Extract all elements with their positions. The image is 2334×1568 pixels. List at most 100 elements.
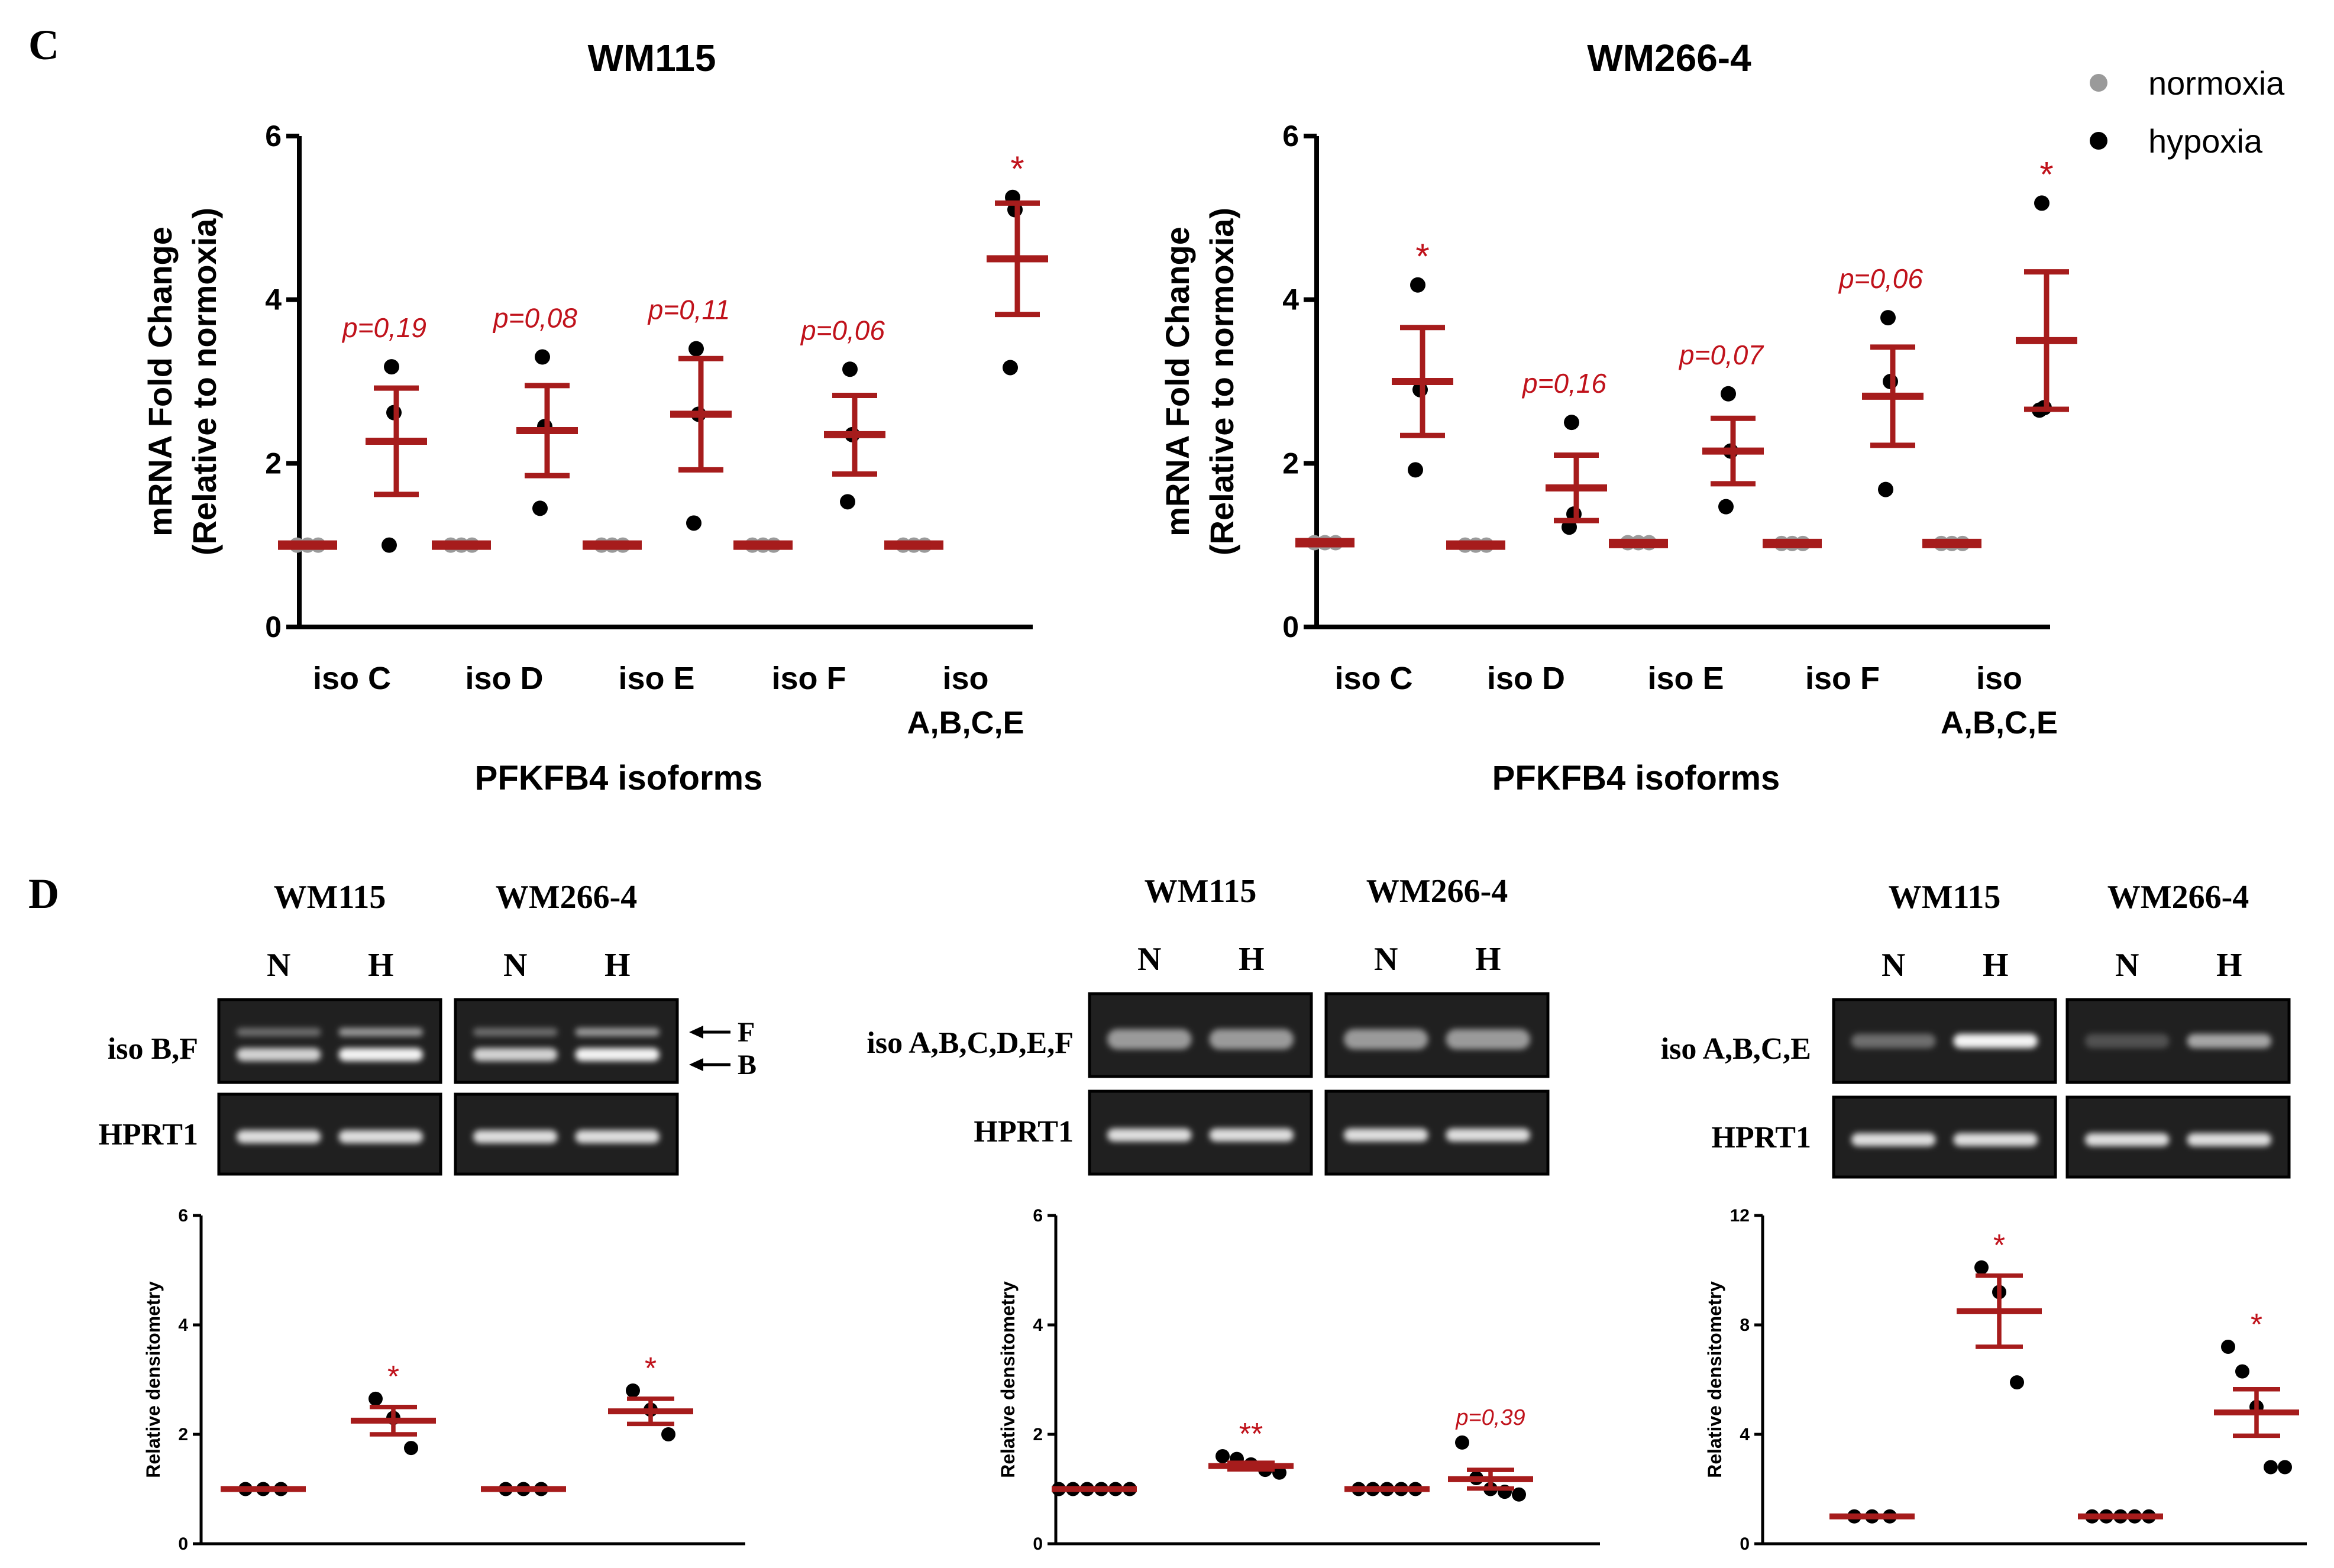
legend-hypoxia-label: hypoxia: [2148, 122, 2263, 160]
gel-band: [473, 1028, 558, 1036]
significance-star: **: [1239, 1417, 1263, 1451]
gel-band: [2085, 1034, 2170, 1048]
y-tick-label: 6: [1033, 1206, 1043, 1226]
y-tick-label: 0: [1740, 1534, 1750, 1554]
gel-band: [1344, 1129, 1428, 1142]
data-point: [1974, 1260, 1989, 1275]
hypoxia-point: [384, 359, 399, 375]
lane-label: N: [1137, 941, 1161, 978]
y-tick-label: 0: [265, 610, 282, 644]
hypoxia-point: [1564, 415, 1579, 431]
hypoxia-point: [1408, 462, 1423, 478]
y-tick-label: 2: [1033, 1425, 1043, 1444]
cell-line-label: WM115: [274, 879, 386, 916]
p-value-label: p=0,07: [1678, 340, 1764, 370]
gel-band: [1107, 1129, 1192, 1142]
gel-row-label: iso B,F: [108, 1032, 198, 1066]
y-axis-label: Relative densitometry: [997, 1281, 1019, 1478]
gel-band: [575, 1028, 660, 1036]
data-point: [404, 1441, 418, 1456]
gel-band: [237, 1028, 321, 1036]
gel-band: [2187, 1133, 2271, 1146]
gel-band: [2085, 1133, 2170, 1146]
hypoxia-point: [2034, 195, 2049, 211]
y-tick-label: 2: [265, 447, 282, 480]
x-tick-label: iso E: [618, 661, 694, 696]
cell-line-label: WM115: [1145, 873, 1257, 910]
band-label: F: [738, 1017, 755, 1048]
hypoxia-point: [382, 537, 397, 553]
y-axis-label: (Relative to normoxia): [1203, 208, 1240, 555]
gel-row-label: HPRT1: [98, 1118, 198, 1152]
data-point: [2221, 1340, 2235, 1354]
p-value-label: p=0,06: [800, 315, 885, 345]
y-tick-label: 8: [1740, 1315, 1750, 1335]
significance-star: *: [1993, 1228, 2005, 1263]
y-tick-label: 2: [178, 1425, 188, 1444]
y-axis-label: mRNA Fold Change: [1159, 227, 1196, 536]
hypoxia-point: [688, 341, 704, 357]
gel-band: [575, 1048, 660, 1061]
y-tick-label: 2: [1282, 447, 1299, 480]
gel-box: [217, 998, 442, 1084]
lane-label: N: [503, 947, 527, 984]
significance-star: *: [1415, 237, 1429, 276]
band-label: B: [738, 1049, 757, 1081]
p-value-label: p=0,08: [492, 303, 577, 334]
data-point: [2235, 1364, 2249, 1379]
y-tick-label: 4: [178, 1315, 188, 1335]
y-tick-label: 4: [265, 283, 282, 316]
gel-band: [1107, 1029, 1192, 1049]
chart-d1: 0 2 4 6 Relative densitometry * *: [143, 1206, 745, 1554]
cell-line-label: WM266-4: [496, 879, 638, 916]
x-axis-label: PFKFB4 isoforms: [475, 759, 763, 797]
p-value-label: p=0,06: [1838, 263, 1923, 294]
y-axis-label: Relative densitometry: [1704, 1281, 1725, 1478]
y-axis-label: mRNA Fold Change: [141, 227, 179, 536]
hypoxia-point: [1003, 360, 1018, 376]
p-value-label: p=0,16: [1521, 368, 1606, 399]
legend-hypoxia-marker: [2090, 132, 2107, 150]
lane-label: H: [368, 947, 394, 984]
significance-star: *: [2039, 154, 2053, 194]
x-tick-label: iso: [942, 661, 988, 696]
cell-line-label: WM115: [1889, 879, 2001, 916]
gel-band: [237, 1130, 321, 1143]
gel-band: [2187, 1034, 2271, 1048]
hypoxia-point: [1721, 386, 1736, 402]
gel-band: [1209, 1129, 1294, 1142]
y-tick-label: 6: [1282, 119, 1299, 153]
gel-band: [1953, 1133, 2038, 1146]
gel-row-label: HPRT1: [1711, 1121, 1811, 1155]
x-tick-label: A,B,C,E: [907, 705, 1024, 741]
chart-d2: 0 2 4 6 Relative densitometry ** p=0,39: [997, 1206, 1600, 1554]
band-arrow-head: [689, 1026, 703, 1039]
data-point: [2264, 1460, 2278, 1475]
data-point: [2010, 1375, 2024, 1390]
p-value-label: p=0,19: [341, 312, 426, 343]
y-tick-label: 0: [178, 1534, 188, 1554]
hypoxia-point: [1562, 519, 1577, 535]
lane-label: H: [1239, 941, 1265, 978]
gel-row-label: iso A,B,C,E: [1661, 1032, 1811, 1066]
lane-label: H: [2216, 947, 2242, 984]
significance-star: *: [387, 1360, 399, 1394]
significance-star: *: [2251, 1308, 2262, 1342]
lane-label: H: [604, 947, 631, 984]
significance-star: *: [645, 1352, 657, 1386]
gel-row-label: HPRT1: [974, 1115, 1074, 1149]
gel-box: [454, 998, 679, 1084]
lane-label: N: [267, 947, 290, 984]
x-tick-label: iso: [1976, 661, 2022, 696]
chart-c1: 0 2 4 6 WM115 PFKFB4 isoforms mRNA Fold Change…: [141, 37, 1048, 797]
y-tick-label: 12: [1730, 1206, 1750, 1226]
lane-label: N: [2115, 947, 2139, 984]
x-tick-label: iso C: [313, 661, 391, 696]
panel-letter-c: C: [28, 21, 59, 69]
panel-letter-d: D: [28, 870, 59, 917]
hypoxia-point: [686, 515, 702, 531]
y-tick-label: 6: [265, 119, 282, 153]
